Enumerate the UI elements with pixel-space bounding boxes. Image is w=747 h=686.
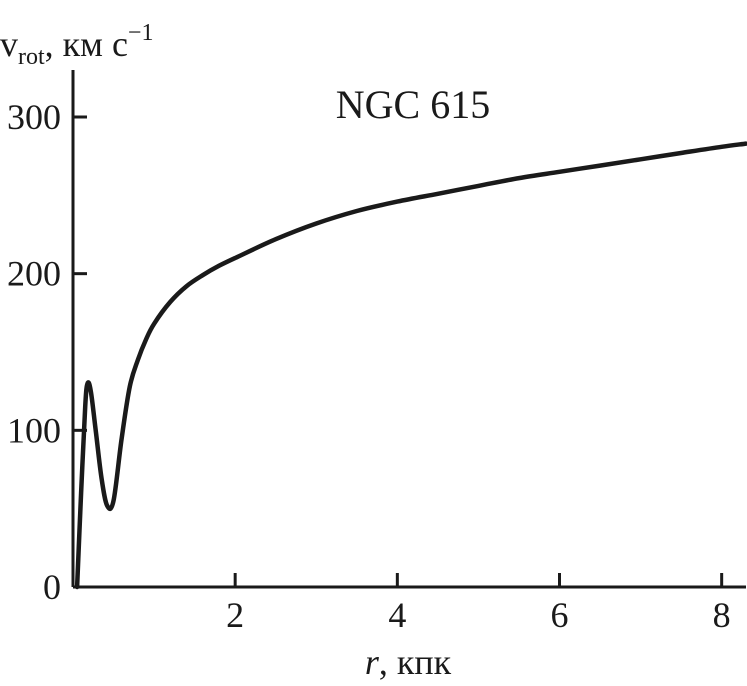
x-axis-symbol: r	[365, 642, 380, 682]
y-axis-label: vrot, км с−1	[0, 20, 153, 70]
annotation-label: NGC 615	[336, 82, 490, 127]
y-tick-label: 200	[7, 254, 61, 294]
y-axis-symbol: v	[0, 24, 18, 64]
ticks: 0 100 200 300 2 4 6 8	[7, 97, 731, 635]
x-tick-label: 8	[713, 595, 731, 635]
x-axis-label: r, кпк	[365, 642, 452, 682]
y-axis-units: , км с	[45, 24, 128, 64]
y-tick-label: 300	[7, 97, 61, 137]
x-axis-units: , кпк	[379, 642, 452, 682]
y-tick-label: 0	[43, 567, 61, 607]
y-tick-label: 100	[7, 410, 61, 450]
plot-area	[74, 141, 747, 590]
y-axis-superscript: −1	[128, 20, 154, 46]
y-axis-subscript: rot	[18, 44, 45, 70]
x-tick-label: 2	[226, 595, 244, 635]
x-tick-label: 6	[551, 595, 569, 635]
rotation-curve-line	[74, 141, 747, 590]
x-tick-label: 4	[388, 595, 406, 635]
axes	[71, 70, 746, 589]
